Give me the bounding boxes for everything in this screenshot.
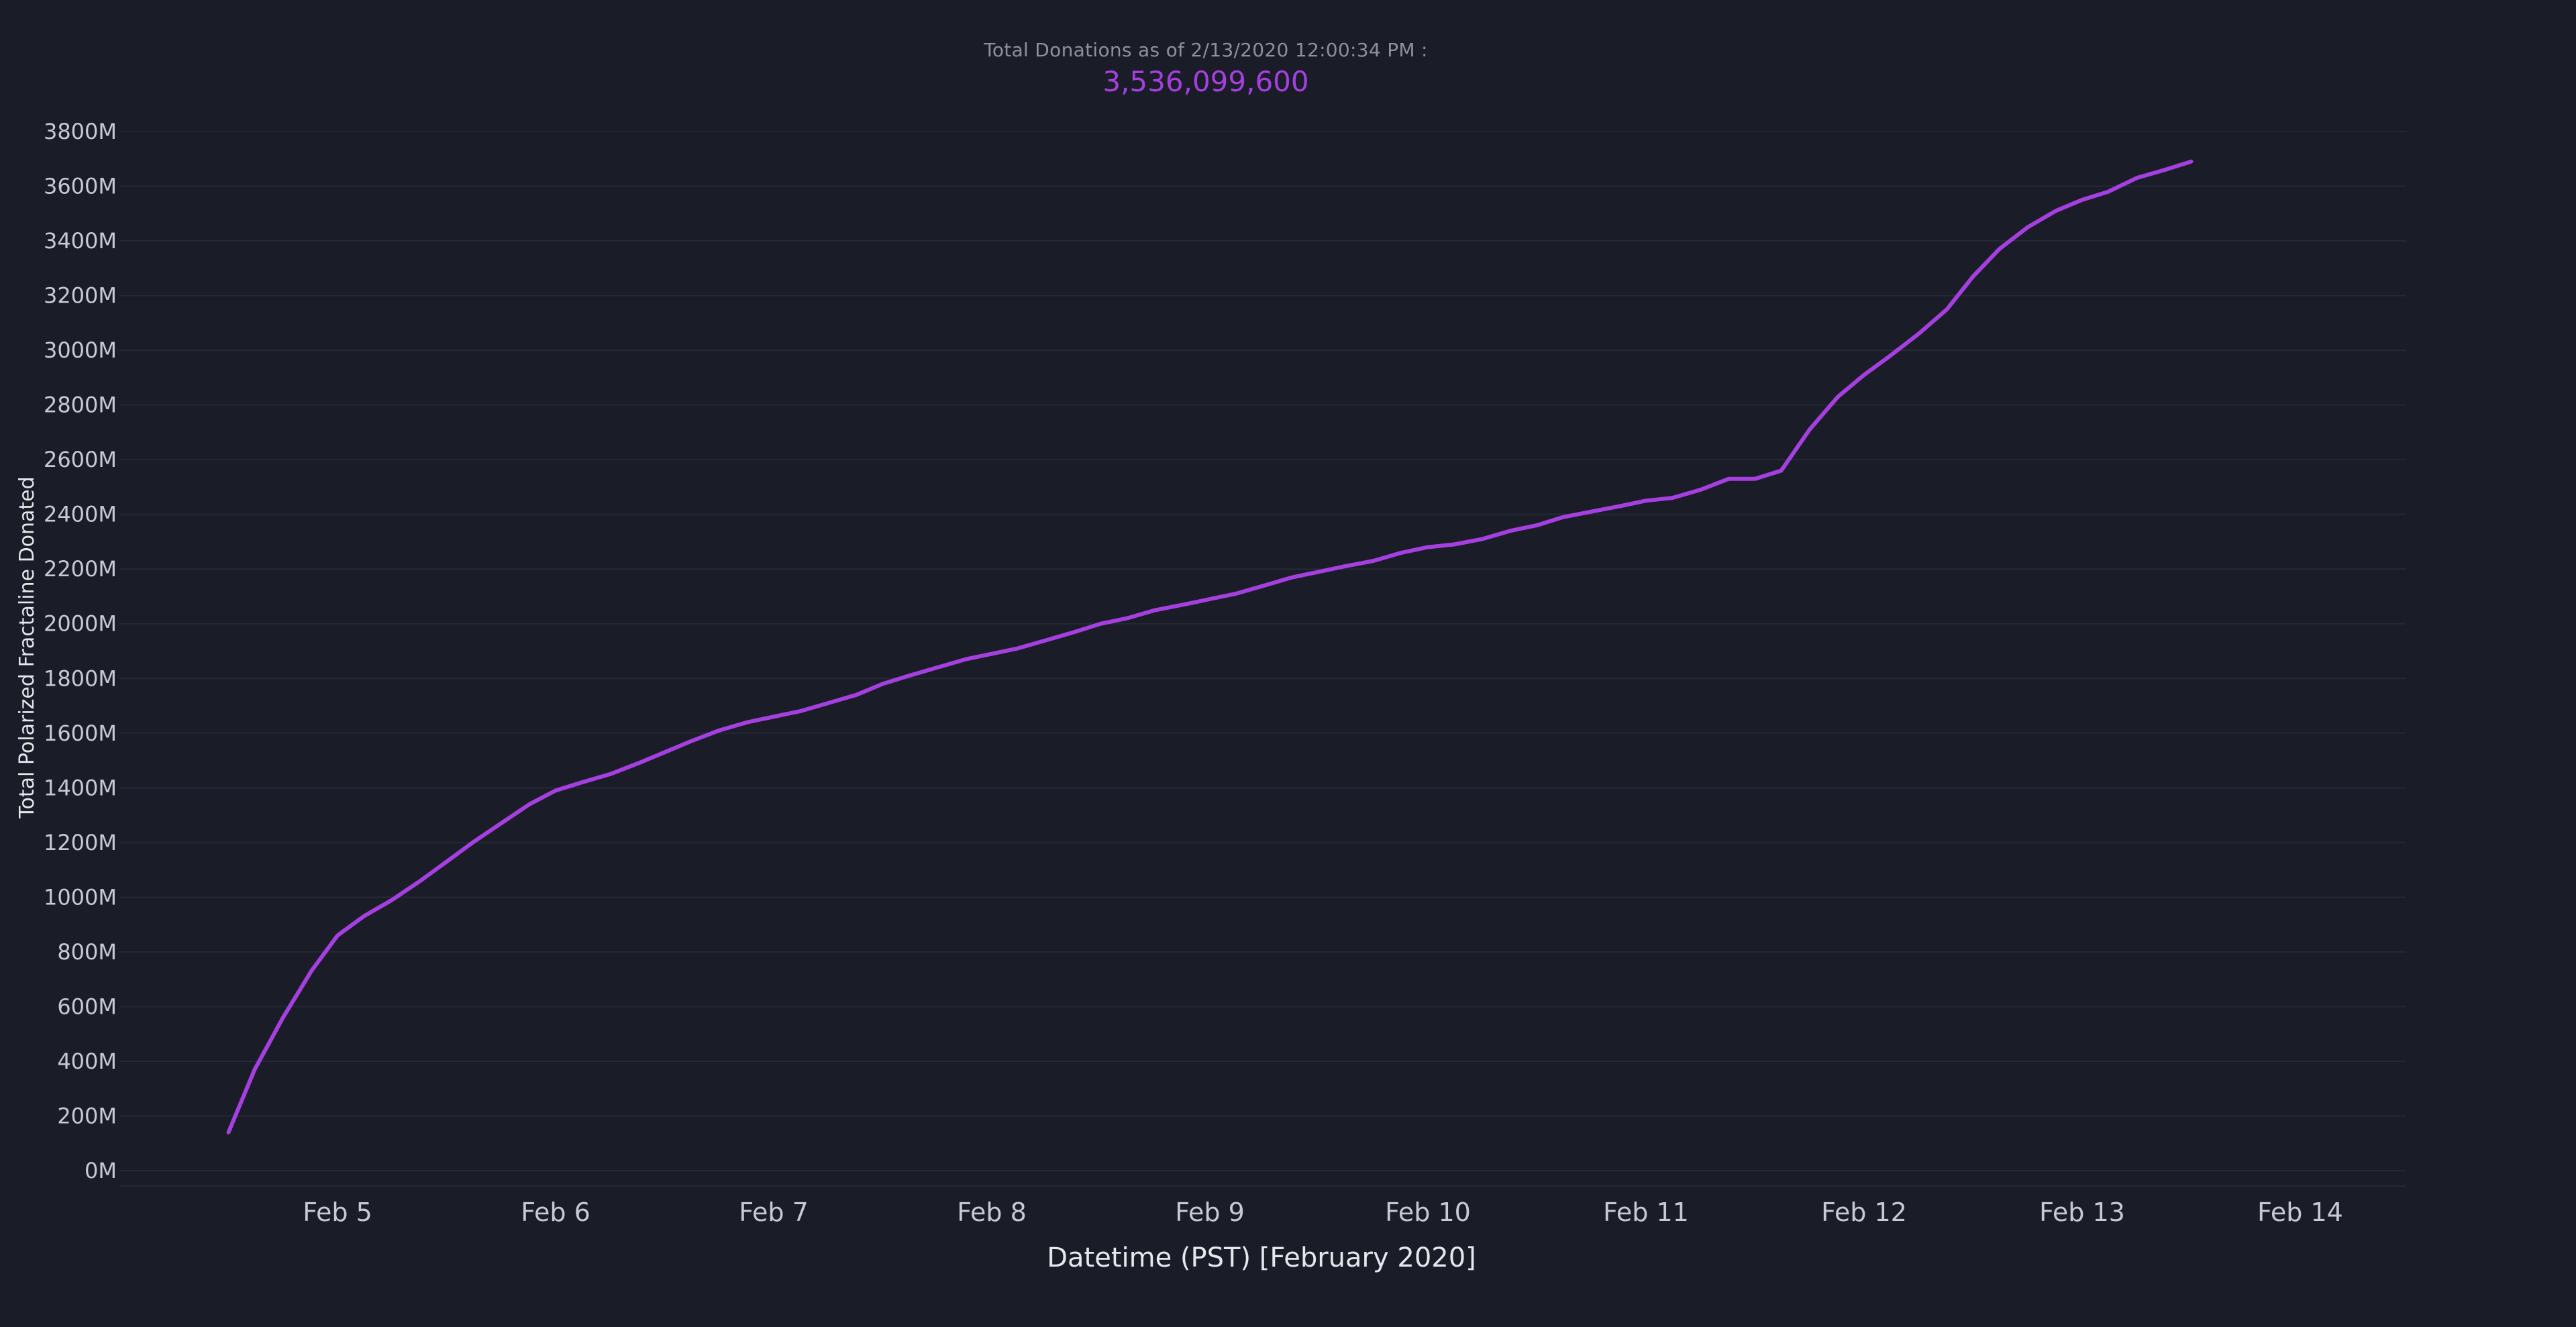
y-tick-label: 3400M	[44, 228, 117, 254]
y-tick-label: 400M	[57, 1049, 117, 1074]
y-axis-ticks: 0M 200M 400M 600M 800M 1000M 1200M 1400M 1600M 18…	[44, 119, 117, 1183]
y-tick-label: 3000M	[44, 337, 117, 363]
chart-header: Total Donations as of 2/13/2020 12:00:34…	[0, 39, 2412, 98]
x-tick-label: Feb 12	[1821, 1198, 1907, 1227]
y-tick-label: 2400M	[44, 502, 117, 527]
x-tick-label: Feb 6	[521, 1198, 590, 1227]
y-tick-label: 3600M	[44, 174, 117, 199]
y-tick-label: 2000M	[44, 611, 117, 637]
y-tick-label: 0M	[85, 1158, 117, 1183]
x-tick-label: Feb 9	[1175, 1198, 1245, 1227]
y-tick-label: 1200M	[44, 830, 117, 855]
y-tick-label: 1600M	[44, 721, 117, 746]
x-tick-label: Feb 14	[2257, 1198, 2343, 1227]
x-tick-label: Feb 13	[2039, 1198, 2125, 1227]
y-tick-label: 1800M	[44, 666, 117, 691]
y-tick-label: 2600M	[44, 447, 117, 472]
y-tick-label: 800M	[57, 939, 117, 965]
y-tick-label: 3200M	[44, 283, 117, 309]
y-tick-label: 600M	[57, 994, 117, 1019]
x-axis-ticks: Feb 5 Feb 6 Feb 7 Feb 8 Feb 9 Feb 10 Feb 11 Feb…	[303, 1198, 2343, 1227]
x-tick-label: Feb 8	[957, 1198, 1027, 1227]
y-tick-label: 3800M	[44, 119, 117, 144]
y-tick-label: 1400M	[44, 775, 117, 800]
y-tick-label: 2800M	[44, 392, 117, 418]
y-tick-label: 1000M	[44, 884, 117, 910]
y-tick-label: 2200M	[44, 556, 117, 582]
x-tick-label: Feb 7	[739, 1198, 809, 1227]
y-axis-title: Total Polarized Fractaline Donated	[15, 476, 39, 818]
series-layer	[226, 159, 2194, 1134]
y-tick-label: 200M	[57, 1103, 117, 1128]
series-line-total-donated	[226, 159, 2194, 1134]
x-tick-label: Feb 10	[1385, 1198, 1471, 1227]
x-tick-label: Feb 5	[303, 1198, 372, 1227]
x-axis-title: Datetime (PST) [February 2020]	[1047, 1242, 1476, 1273]
donations-total: 3,536,099,600	[1102, 65, 1309, 98]
donations-subtitle: Total Donations as of 2/13/2020 12:00:34…	[984, 39, 1428, 61]
x-tick-label: Feb 11	[1603, 1198, 1689, 1227]
gridlines	[119, 131, 2406, 1187]
